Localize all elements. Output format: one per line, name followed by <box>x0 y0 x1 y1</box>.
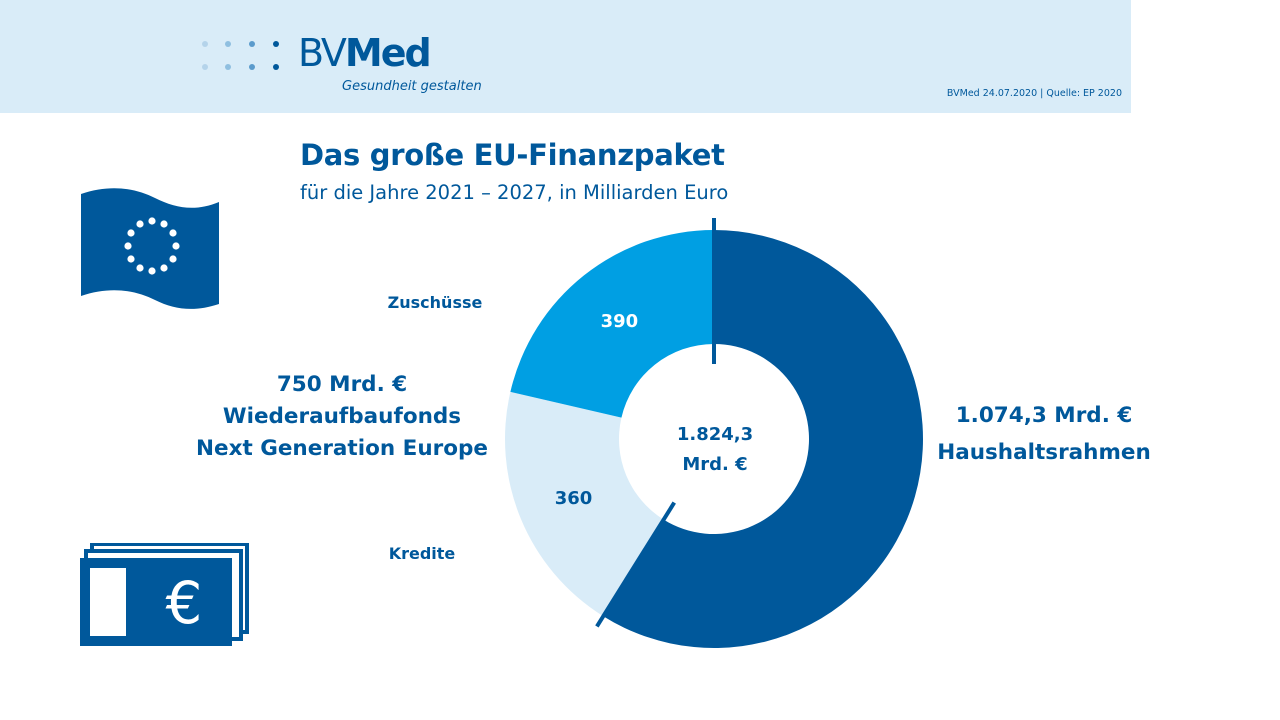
donut-center-label: 1.824,3 Mrd. € <box>655 420 775 480</box>
divider-line-bottom <box>595 501 676 628</box>
legend-label-kredite: Kredite <box>388 544 456 563</box>
source-note: BVMed 24.07.2020 | Quelle: EP 2020 <box>946 88 1122 99</box>
chart-subtitle: für die Jahre 2021 – 2027, in Milliarden… <box>300 181 729 204</box>
fund-group-value: 750 Mrd. € <box>276 372 408 397</box>
donut-slice-haushaltsrahmen <box>603 230 923 648</box>
donut-slice-kredite <box>505 391 664 617</box>
donut-center-unit: Mrd. € <box>682 454 748 475</box>
money-stack-icon: € <box>80 543 249 646</box>
logo-text-bold: Med <box>344 31 432 75</box>
logo-text-light: BV <box>298 31 347 75</box>
donut-center-value: 1.824,3 <box>676 424 754 445</box>
budget-group-name: Haushaltsrahmen <box>937 440 1151 465</box>
header-band: BVMed Gesundheit gestalten BVMed 24.07.2… <box>0 0 1131 113</box>
chart-title: Das große EU-Finanzpaket <box>300 138 725 172</box>
donut-value-label-zusch-sse: 390 <box>601 311 639 332</box>
legend-label-zuschuesse: Zuschüsse <box>387 293 483 312</box>
donut-value-label-kredite: 360 <box>555 488 593 509</box>
logo-dots-icon <box>202 41 279 70</box>
donut-slice-zusch-sse <box>510 229 714 418</box>
budget-group-label: 1.074,3 Mrd. € Haushaltsrahmen <box>928 397 1160 471</box>
logo-tagline: Gesundheit gestalten <box>342 79 482 94</box>
svg-text:€: € <box>166 569 203 637</box>
fund-group-name-1: Wiederaufbaufonds <box>222 404 462 429</box>
budget-group-value: 1.074,3 Mrd. € <box>955 403 1133 428</box>
eu-flag-icon <box>81 188 219 309</box>
fund-group-label: 750 Mrd. € Wiederaufbaufonds Next Genera… <box>180 369 504 465</box>
fund-group-name-2: Next Generation Europe <box>196 436 488 461</box>
logo-wordmark: BVMed <box>298 31 432 75</box>
